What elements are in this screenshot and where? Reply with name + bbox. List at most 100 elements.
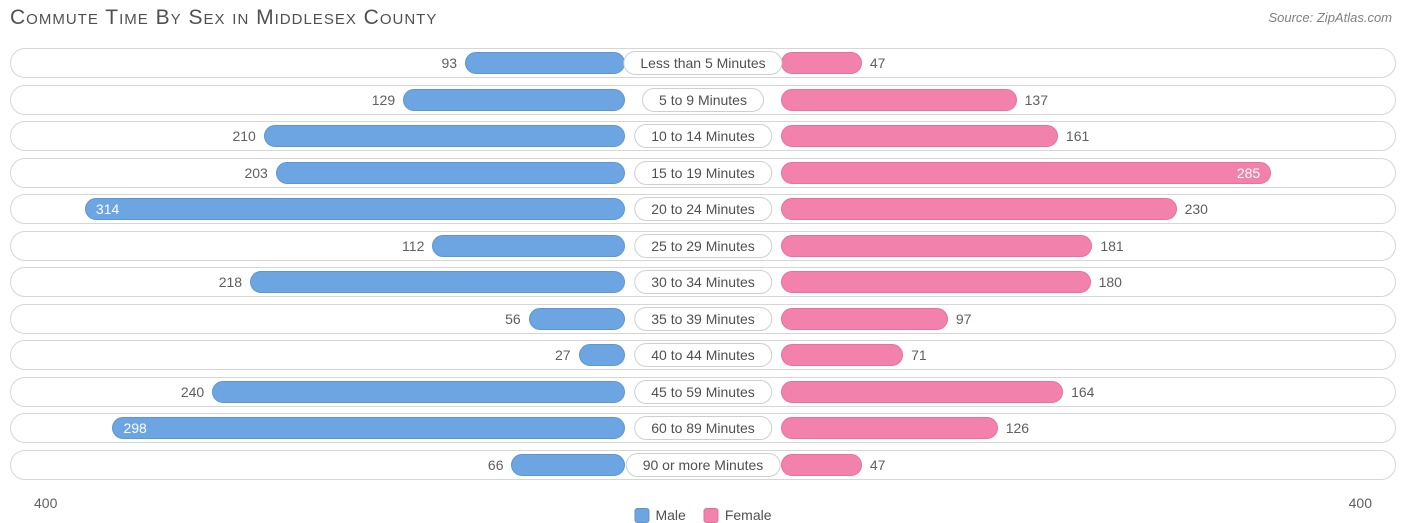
category-pill: 40 to 44 Minutes [634,343,772,367]
male-bar [264,125,625,147]
chart-row: 11218125 to 29 Minutes [10,231,1396,261]
category-pill: 5 to 9 Minutes [642,88,764,112]
female-value: 161 [1066,128,1089,144]
category-pill: 90 or more Minutes [626,453,781,477]
legend-label: Female [725,507,772,523]
female-bar [781,198,1177,220]
male-bar [250,271,625,293]
chart-row: 24016445 to 59 Minutes [10,377,1396,407]
female-value: 126 [1006,420,1029,436]
male-value: 298 [123,420,146,436]
chart-plot-area: 93 47 Less than 5 Minutes 129 137 5 to 9 Minu… [10,48,1396,487]
female-half: 161 [703,125,1391,147]
female-bar [781,89,1017,111]
category-pill: 30 to 34 Minutes [634,270,772,294]
category-pill-wrap: Less than 5 Minutes [623,51,782,75]
category-pill-wrap: 15 to 19 Minutes [634,161,772,185]
male-value: 56 [505,311,521,327]
chart-row: 27 71 40 to 44 Minutes [10,340,1396,370]
chart-row: 314 230 20 to 24 Minutes [10,194,1396,224]
female-bar [781,125,1058,147]
male-bar [511,454,625,476]
female-bar [781,235,1092,257]
category-pill-wrap: 90 or more Minutes [626,453,781,477]
category-pill-wrap: 35 to 39 Minutes [634,307,772,331]
male-value: 129 [372,92,395,108]
female-value: 285 [1237,165,1260,181]
category-pill: 45 to 59 Minutes [634,380,772,404]
female-value: 97 [956,311,972,327]
male-value: 66 [488,457,504,473]
category-pill: 25 to 29 Minutes [634,234,772,258]
legend-center: Male Female [634,507,771,523]
female-bar [781,454,862,476]
chart-row: 93 47 Less than 5 Minutes [10,48,1396,78]
category-pill: 35 to 39 Minutes [634,307,772,331]
female-half: 47 [703,454,1391,476]
male-bar [529,308,625,330]
male-half: 129 [15,89,703,111]
female-half: 47 [703,52,1391,74]
male-bar [465,52,625,74]
category-pill: 15 to 19 Minutes [634,161,772,185]
male-half: 203 [15,162,703,184]
male-value: 203 [244,165,267,181]
legend-item-male: Male [634,507,685,523]
male-half: 240 [15,381,703,403]
female-bar [781,308,948,330]
male-bar [212,381,625,403]
female-half: 181 [703,235,1391,257]
category-pill: 10 to 14 Minutes [634,124,772,148]
male-bar [403,89,625,111]
female-value: 137 [1025,92,1048,108]
female-half: 126 [703,417,1391,439]
category-pill-wrap: 45 to 59 Minutes [634,380,772,404]
chart-row: 129 137 5 to 9 Minutes [10,85,1396,115]
category-pill: 60 to 89 Minutes [634,416,772,440]
chart-row: 298 126 60 to 89 Minutes [10,413,1396,443]
female-half: 137 [703,89,1391,111]
female-half: 164 [703,381,1391,403]
female-half: 230 [703,198,1391,220]
female-half: 180 [703,271,1391,293]
female-value: 230 [1185,201,1208,217]
legend-item-female: Female [704,507,772,523]
male-half: 27 [15,344,703,366]
female-half: 71 [703,344,1391,366]
male-value: 210 [232,128,255,144]
female-bar [781,381,1063,403]
female-half: 97 [703,308,1391,330]
legend-swatch [704,508,719,523]
female-bar: 285 [781,162,1271,184]
male-half: 56 [15,308,703,330]
male-half: 314 [15,198,703,220]
category-pill-wrap: 5 to 9 Minutes [642,88,764,112]
legend-label: Male [655,507,685,523]
male-half: 66 [15,454,703,476]
category-pill-wrap: 60 to 89 Minutes [634,416,772,440]
male-value: 93 [441,55,457,71]
category-pill-wrap: 20 to 24 Minutes [634,197,772,221]
female-value: 47 [870,457,886,473]
male-half: 93 [15,52,703,74]
male-bar [579,344,625,366]
category-pill-wrap: 25 to 29 Minutes [634,234,772,258]
female-bar [781,417,998,439]
male-bar [276,162,625,184]
female-bar [781,52,862,74]
female-value: 71 [911,347,927,363]
female-value: 47 [870,55,886,71]
axis-max-left: 400 [34,495,57,511]
male-half: 210 [15,125,703,147]
chart-row: 203 285 15 to 19 Minutes [10,158,1396,188]
chart-title: Commute Time By Sex in Middlesex County [10,6,437,30]
male-value: 27 [555,347,571,363]
category-pill: Less than 5 Minutes [623,51,782,75]
male-bar [432,235,625,257]
male-bar: 314 [85,198,625,220]
chart-row: 66 47 90 or more Minutes [10,450,1396,480]
female-bar [781,344,903,366]
category-pill-wrap: 30 to 34 Minutes [634,270,772,294]
male-half: 298 [15,417,703,439]
axis-max-right: 400 [1349,495,1372,511]
